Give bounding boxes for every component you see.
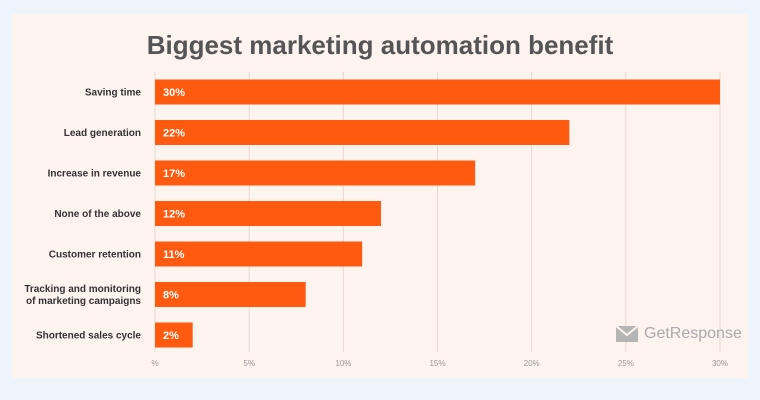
bar-2 [155,160,476,186]
brand-name: GetResponse [644,325,742,342]
category-label-4: Customer retention [49,250,141,261]
bar-6 [155,322,193,348]
x-tick-label-3: 15% [429,359,445,368]
x-tick-label-0: % [151,359,158,368]
brand-logo: GetResponse [616,324,742,344]
category-label-5: Tracking and monitoring of marketing camp… [24,284,141,307]
bar-value-label-2: 17% [163,168,185,180]
bar-value-label-6: 2% [163,330,179,342]
chart-title: Biggest marketing automation benefit [146,30,614,60]
bar-value-label-0: 30% [163,87,185,99]
category-label-0: Saving time [85,88,142,99]
x-tick-label-5: 25% [618,359,634,368]
bar-chart: 30% Saving time 22% Lead generation 17% Incre… [24,72,728,368]
bar-value-label-5: 8% [163,290,179,302]
category-label-3: None of the above [54,209,141,220]
bar-0 [155,79,720,105]
bar-value-label-4: 11% [163,249,185,261]
x-tick-label-6: 30% [712,359,728,368]
bar-1 [155,120,570,145]
x-tick-label-1: 5% [243,359,255,368]
envelope-icon [616,326,638,342]
x-tick-label-4: 20% [524,359,540,368]
bar-5 [155,282,306,307]
category-label-2: Increase in revenue [48,169,142,180]
bar-value-label-3: 12% [163,209,185,221]
bar-3 [155,201,381,226]
bar-4 [155,241,363,267]
category-label-1: Lead generation [64,128,141,139]
x-tick-label-2: 10% [335,359,351,368]
chart-card: Biggest marketing automation benefit 30%… [12,14,748,378]
bar-value-label-1: 22% [163,128,185,140]
category-label-6: Shortened sales cycle [36,331,141,342]
